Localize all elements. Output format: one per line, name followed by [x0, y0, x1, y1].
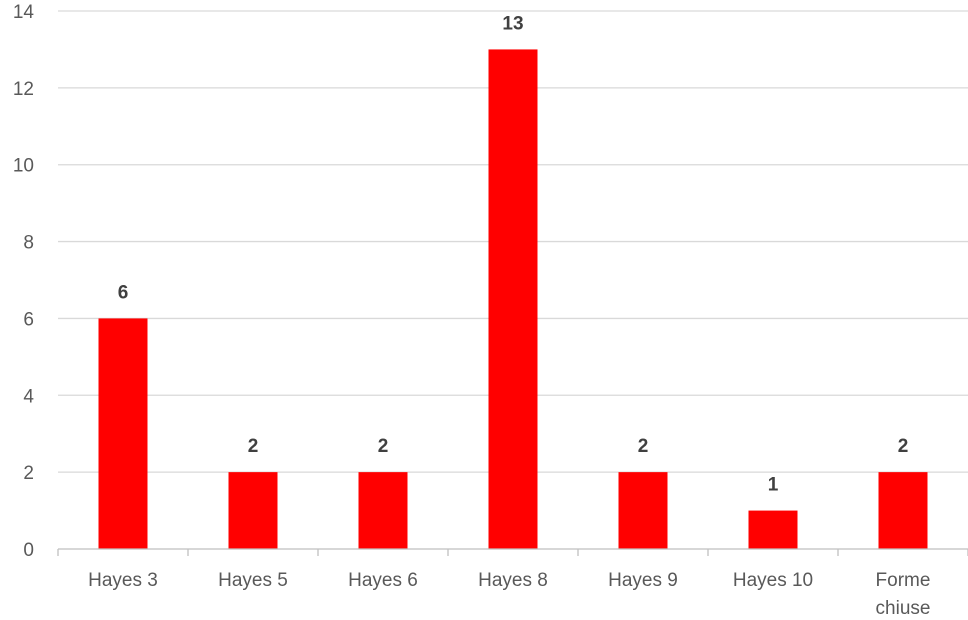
x-tick-label: Hayes 9: [608, 570, 678, 591]
data-label: 2: [248, 436, 259, 457]
bar: [98, 318, 148, 549]
data-label: 13: [502, 13, 523, 34]
bar: [878, 472, 928, 549]
data-label: 6: [118, 282, 129, 303]
y-tick-label: 8: [23, 233, 34, 254]
data-labels: 6 2 2 13 2 1 2: [118, 13, 909, 495]
y-tick-label: 14: [13, 2, 35, 23]
bars: [98, 49, 928, 550]
data-label: 2: [638, 436, 649, 457]
bar: [488, 49, 538, 550]
y-tick-label: 6: [23, 309, 34, 330]
bar: [358, 472, 408, 549]
bar: [228, 472, 278, 549]
data-label: 2: [898, 436, 909, 457]
y-tick-label: 10: [13, 156, 34, 177]
data-label: 1: [768, 475, 779, 496]
x-tick-label: Hayes 8: [478, 570, 548, 591]
x-axis: Hayes 3 Hayes 5 Hayes 6 Hayes 8 Hayes 9 Hayes…: [57, 548, 968, 619]
y-axis-ticks: 0 2 4 6 8 10 12 14: [13, 2, 35, 561]
x-tick-label: Forme chiuse: [876, 570, 931, 619]
y-tick-label: 2: [23, 463, 34, 484]
y-tick-label: 12: [13, 79, 34, 100]
y-tick-label: 4: [23, 386, 34, 407]
bar: [748, 510, 798, 549]
y-tick-label: 0: [23, 540, 34, 561]
data-label: 2: [378, 436, 389, 457]
bar: [618, 472, 668, 549]
x-tick-label: Hayes 6: [348, 570, 418, 591]
x-tick-label: Hayes 10: [733, 570, 813, 591]
x-tick-label: Hayes 5: [218, 570, 288, 591]
x-tick-label: Hayes 3: [88, 570, 158, 591]
